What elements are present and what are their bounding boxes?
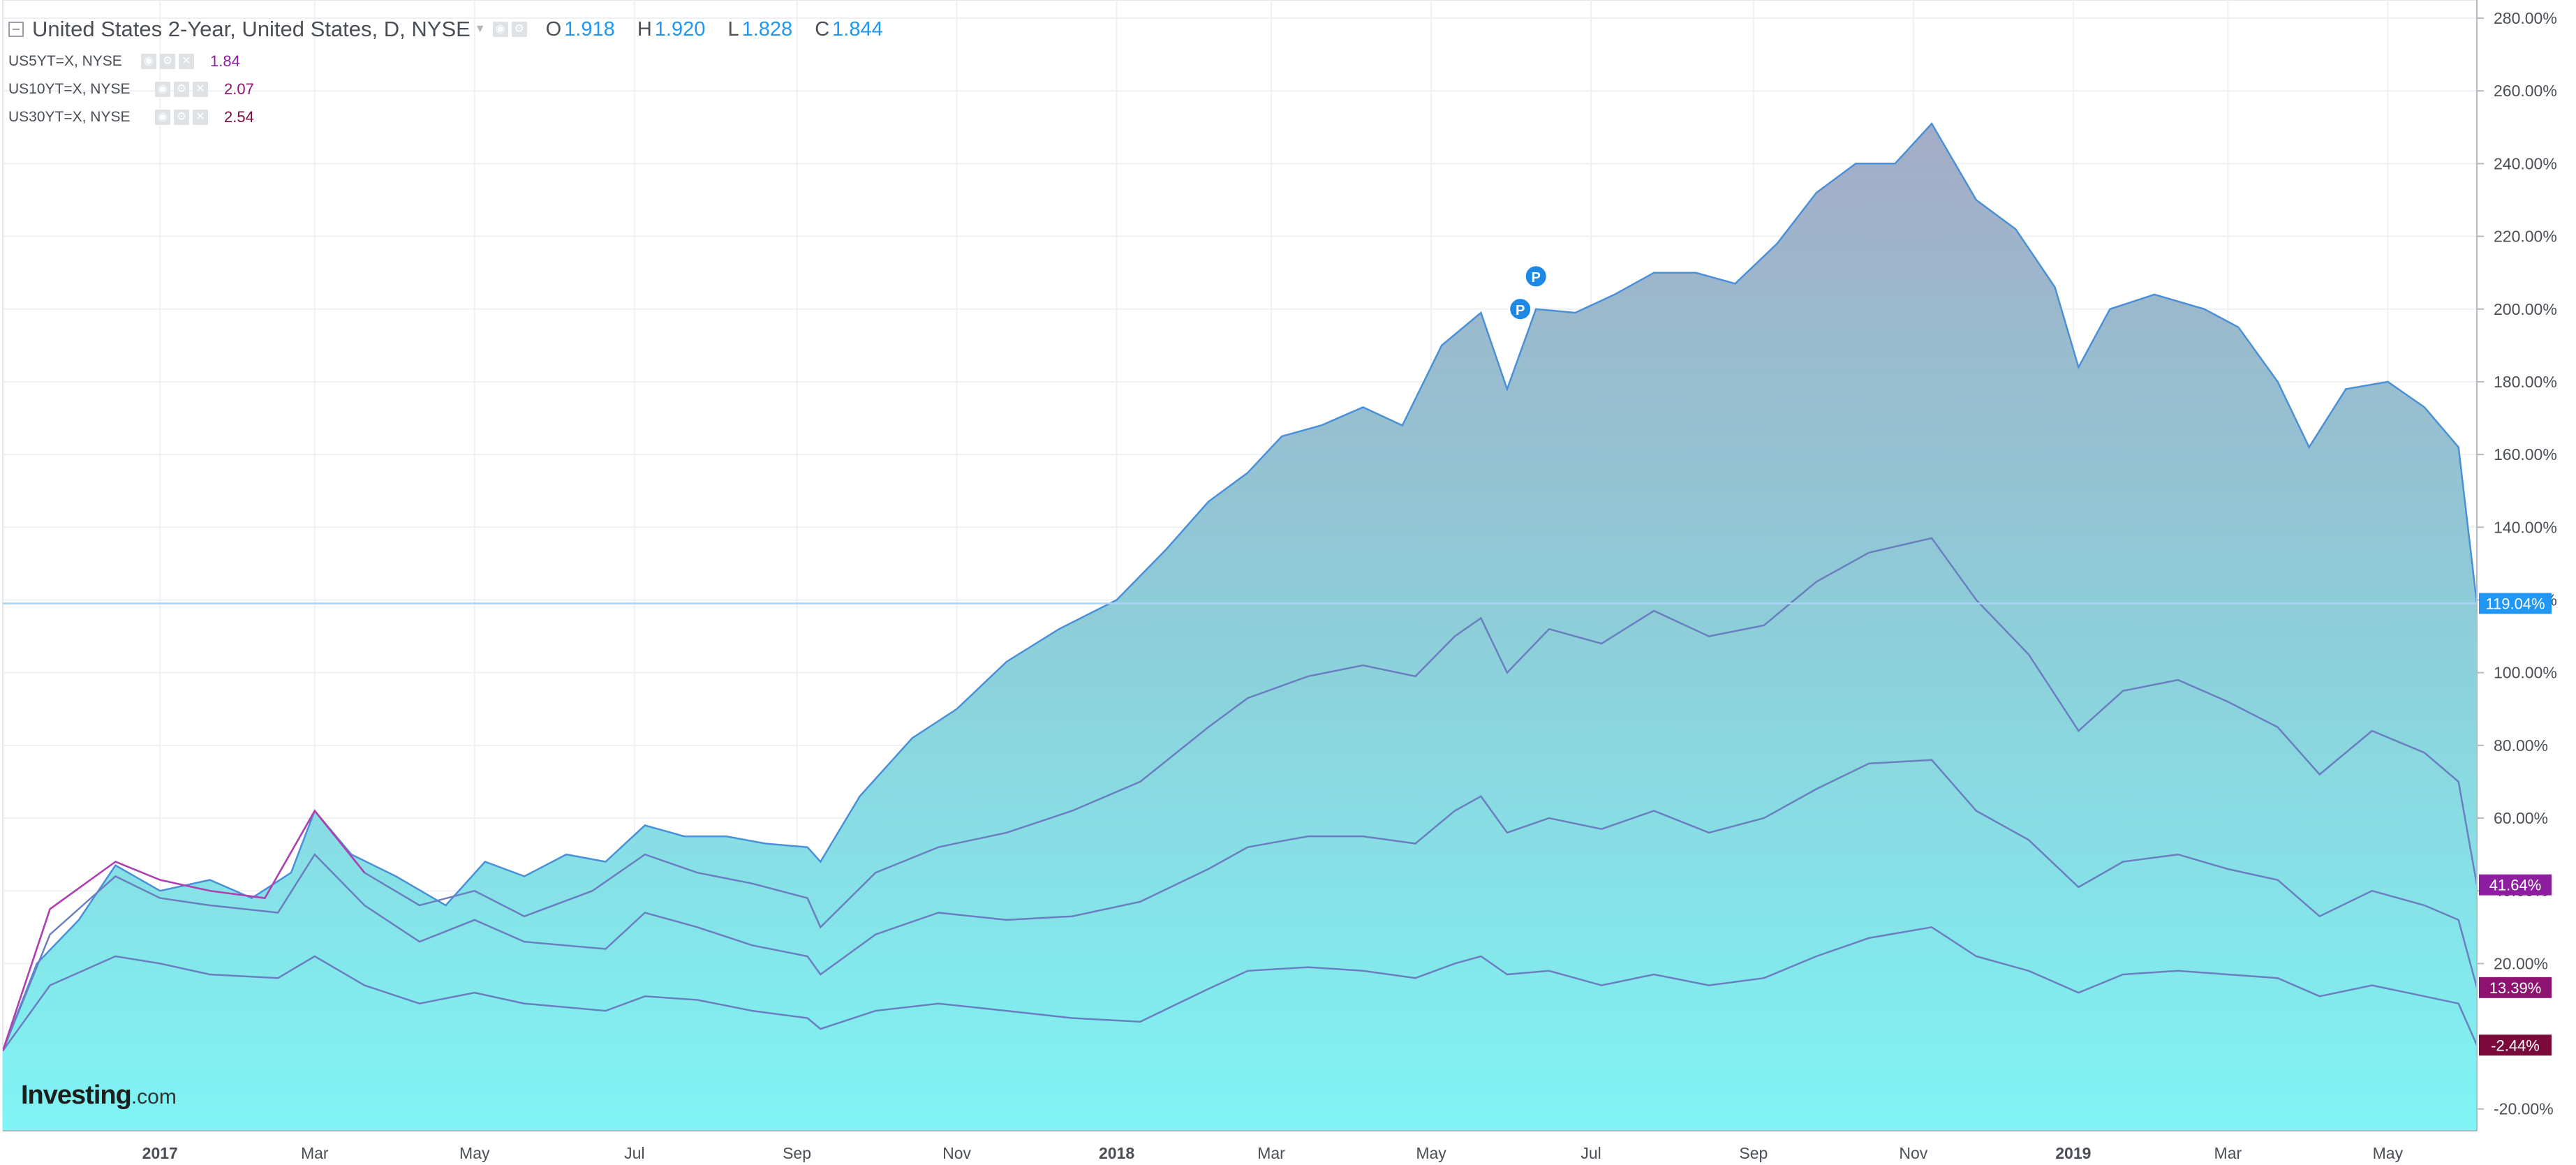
x-tick-label: Nov	[1899, 1144, 1927, 1162]
comparison-legend-us5y: US5YT=X, NYSE ◉ ⚙ ✕ 1.84	[8, 47, 900, 75]
collapse-legend-button[interactable]	[8, 22, 24, 37]
y-tick-label: 160.00%	[2494, 445, 2557, 463]
comparison-value: 1.84	[210, 52, 240, 70]
main-series-title: United States 2-Year, United States, D, …	[32, 17, 471, 41]
gear-icon[interactable]: ⚙	[511, 22, 527, 37]
event-marker	[1508, 297, 1533, 322]
y-tick-label: 100.00%	[2494, 664, 2557, 682]
logo-brand: Investing	[21, 1081, 132, 1110]
y-tick-label: 260.00%	[2494, 82, 2557, 100]
comparison-value: 2.07	[224, 80, 254, 98]
y-tick-label: 80.00%	[2494, 736, 2548, 755]
comparison-value: 2.54	[224, 108, 254, 126]
close-icon[interactable]: ✕	[179, 54, 194, 69]
y-tick-label: 280.00%	[2494, 9, 2557, 27]
gear-icon[interactable]: ⚙	[174, 110, 189, 125]
legend: United States 2-Year, United States, D, …	[8, 11, 900, 131]
x-tick-label: May	[459, 1144, 490, 1162]
y-tick-label: 200.00%	[2494, 300, 2557, 318]
x-tick-label: Nov	[942, 1144, 971, 1162]
x-tick-label: May	[2373, 1144, 2404, 1162]
logo-suffix: .com	[131, 1085, 177, 1108]
y-tick-label: 240.00%	[2494, 154, 2557, 172]
ohlc-close-value: 1.844	[832, 17, 883, 40]
x-tick-label: Mar	[301, 1144, 329, 1162]
ohlc-close-key: C	[815, 17, 830, 40]
close-icon[interactable]: ✕	[193, 110, 208, 125]
event-marker-label: P	[1516, 303, 1525, 318]
y-tick-label: -20.00%	[2494, 1100, 2554, 1118]
ohlc-open-value: 1.918	[564, 17, 615, 40]
close-icon[interactable]: ✕	[193, 82, 208, 97]
x-tick-label: May	[1416, 1144, 1446, 1162]
comparison-legend-us30y: US30YT=X, NYSE ◉ ⚙ ✕ 2.54	[8, 103, 900, 131]
x-tick-label: 2019	[2055, 1144, 2091, 1162]
chevron-down-icon[interactable]: ▼	[474, 23, 486, 35]
gear-icon[interactable]: ⚙	[160, 54, 175, 69]
y-tick-label: 140.00%	[2494, 518, 2557, 536]
x-tick-label: 2018	[1099, 1144, 1134, 1162]
series-line-us2y	[3, 122, 2477, 1051]
ohlc-high-value: 1.920	[654, 17, 706, 40]
last-price-badge	[2479, 874, 2552, 896]
ohlc-open-key: O	[545, 17, 562, 40]
x-tick-label: 2017	[142, 1144, 178, 1162]
visibility-icon[interactable]: ◉	[155, 82, 170, 97]
last-price-label: 13.39%	[2489, 979, 2542, 997]
last-price-badge	[2479, 977, 2552, 998]
ohlc-values: O 1.918 H 1.920 L 1.828 C 1.844	[546, 18, 900, 41]
event-marker-label: P	[1532, 270, 1541, 285]
x-tick-label: Jul	[1581, 1144, 1601, 1162]
y-tick-label: 60.00%	[2494, 809, 2548, 827]
x-tick-label: Mar	[1257, 1144, 1285, 1162]
main-series-legend: United States 2-Year, United States, D, …	[8, 11, 900, 47]
series-line-us10y	[3, 759, 2477, 1051]
comparison-legend-us10y: US10YT=X, NYSE ◉ ⚙ ✕ 2.07	[8, 75, 900, 103]
comparison-label: US5YT=X, NYSE	[8, 53, 122, 69]
y-tick-label: 20.00%	[2494, 954, 2548, 972]
comparison-label: US30YT=X, NYSE	[8, 109, 131, 125]
last-price-label: -2.44%	[2491, 1037, 2540, 1054]
comparison-label: US10YT=X, NYSE	[8, 81, 131, 97]
last-price-badge	[2479, 593, 2552, 614]
y-tick-label: 220.00%	[2494, 228, 2557, 246]
event-marker	[1523, 264, 1548, 289]
visibility-icon[interactable]: ◉	[155, 110, 170, 125]
series-line-us5y	[3, 537, 2477, 1051]
series-line-us5y-highlight	[3, 809, 366, 1051]
last-price-badge	[2479, 1034, 2552, 1056]
ohlc-low-key: L	[727, 17, 739, 40]
last-price-label: 119.04%	[2485, 595, 2545, 612]
ohlc-low-value: 1.828	[741, 17, 793, 40]
x-tick-label: Jul	[624, 1144, 644, 1162]
x-tick-label: Mar	[2214, 1144, 2242, 1162]
investing-logo: Investing.com	[21, 1081, 177, 1111]
visibility-icon[interactable]: ◉	[141, 54, 156, 69]
last-price-label: 41.64%	[2489, 877, 2542, 894]
gear-icon[interactable]: ⚙	[174, 82, 189, 97]
x-tick-label: Sep	[783, 1144, 811, 1162]
visibility-icon[interactable]: ◉	[492, 22, 508, 37]
ohlc-high-key: H	[637, 17, 652, 40]
x-tick-label: Sep	[1739, 1144, 1768, 1162]
series-line-us30y	[3, 926, 2477, 1052]
area-fill-us2y	[3, 124, 2477, 1131]
y-tick-label: 180.00%	[2494, 373, 2557, 391]
